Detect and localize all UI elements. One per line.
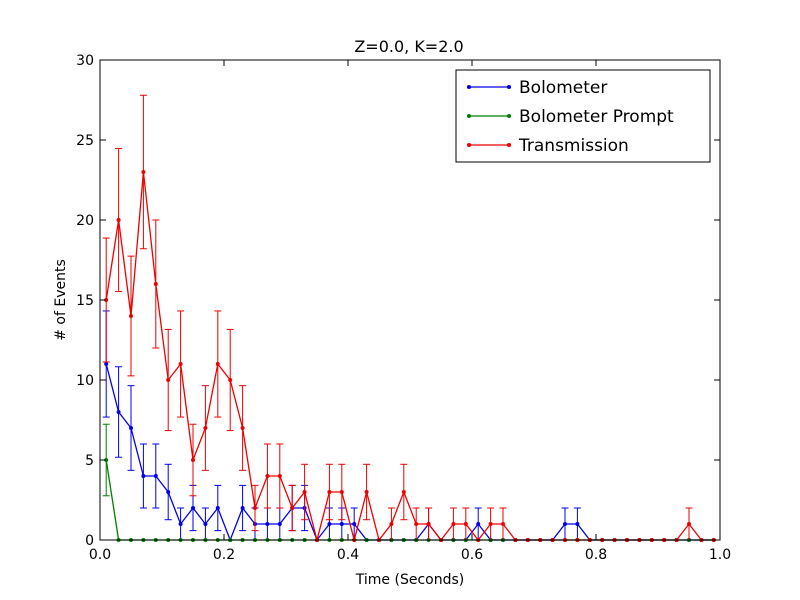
data-point	[339, 522, 344, 526]
data-point	[302, 490, 307, 494]
x-tick-label: 0.2	[213, 547, 235, 563]
legend-item-0: Bolometer	[467, 78, 607, 98]
data-point	[265, 522, 270, 526]
data-point	[687, 522, 691, 526]
axis-ticks: 0.0 0.2 0.4 0.6 0.8 1.0 0 5 10 15 20 25 30	[76, 53, 731, 563]
data-point	[501, 522, 505, 526]
data-point	[153, 474, 158, 478]
data-point	[339, 490, 344, 494]
data-point	[228, 378, 233, 382]
legend-label: Bolometer Prompt	[519, 107, 674, 127]
data-point	[401, 490, 406, 494]
legend-marker	[467, 85, 471, 89]
chart-title: Z=0.0, K=2.0	[354, 37, 463, 56]
y-tick-label: 30	[76, 53, 94, 69]
data-point	[327, 490, 332, 494]
legend-label: Transmission	[518, 136, 629, 156]
data-point	[290, 506, 295, 510]
data-point	[129, 426, 133, 430]
data-point	[191, 458, 195, 462]
data-point	[141, 170, 146, 174]
legend-label: Bolometer	[519, 78, 607, 98]
data-point	[488, 522, 493, 526]
data-point	[178, 522, 183, 526]
y-axis-label: # of Events	[53, 259, 69, 341]
x-axis-label: Time (Seconds)	[355, 572, 464, 588]
y-tick-label: 5	[85, 453, 94, 469]
data-point	[426, 522, 431, 526]
x-tick-label: 0.6	[461, 547, 483, 563]
data-point	[203, 522, 208, 526]
legend-marker	[507, 85, 511, 89]
data-point	[191, 506, 195, 510]
data-point	[277, 522, 282, 526]
data-point	[178, 362, 183, 366]
data-point	[166, 378, 171, 382]
data-point	[451, 522, 456, 526]
y-tick-label: 15	[76, 293, 94, 309]
data-point	[240, 426, 245, 430]
data-point	[215, 506, 220, 510]
x-tick-label: 1.0	[709, 547, 731, 563]
x-tick-label: 0.4	[337, 547, 359, 563]
data-point	[129, 314, 133, 318]
data-point	[104, 458, 109, 462]
data-point	[104, 298, 109, 302]
data-point	[463, 522, 468, 526]
data-point	[352, 522, 357, 526]
x-tick-label: 0.0	[89, 547, 111, 563]
series-2	[102, 94, 716, 543]
data-point	[265, 474, 270, 478]
y-tick-label: 10	[76, 373, 94, 389]
data-point	[563, 522, 567, 526]
data-point	[166, 490, 171, 494]
data-point	[389, 522, 394, 526]
data-point	[116, 410, 121, 414]
data-point	[203, 426, 208, 430]
y-tick-label: 25	[76, 133, 94, 149]
data-point	[327, 522, 332, 526]
data-point	[476, 522, 481, 526]
data-point	[104, 362, 109, 366]
data-point	[153, 282, 158, 286]
data-point	[240, 506, 245, 510]
data-point	[215, 362, 220, 366]
legend: Bolometer Bolometer Prompt Transmission	[455, 69, 711, 163]
data-point	[364, 490, 369, 494]
legend-marker	[507, 114, 511, 118]
legend-item-1: Bolometer Prompt	[467, 107, 674, 127]
data-point	[414, 522, 419, 526]
legend-marker	[507, 143, 511, 147]
legend-marker	[467, 114, 471, 118]
y-tick-label: 0	[85, 533, 94, 549]
legend-marker	[467, 143, 471, 147]
data-point	[277, 474, 282, 478]
data-point	[253, 506, 257, 510]
data-point	[141, 474, 146, 478]
y-tick-label: 20	[76, 213, 94, 229]
legend-item-2: Transmission	[467, 136, 629, 156]
data-point	[575, 522, 580, 526]
data-point	[116, 218, 121, 222]
x-tick-label: 0.8	[585, 547, 607, 563]
